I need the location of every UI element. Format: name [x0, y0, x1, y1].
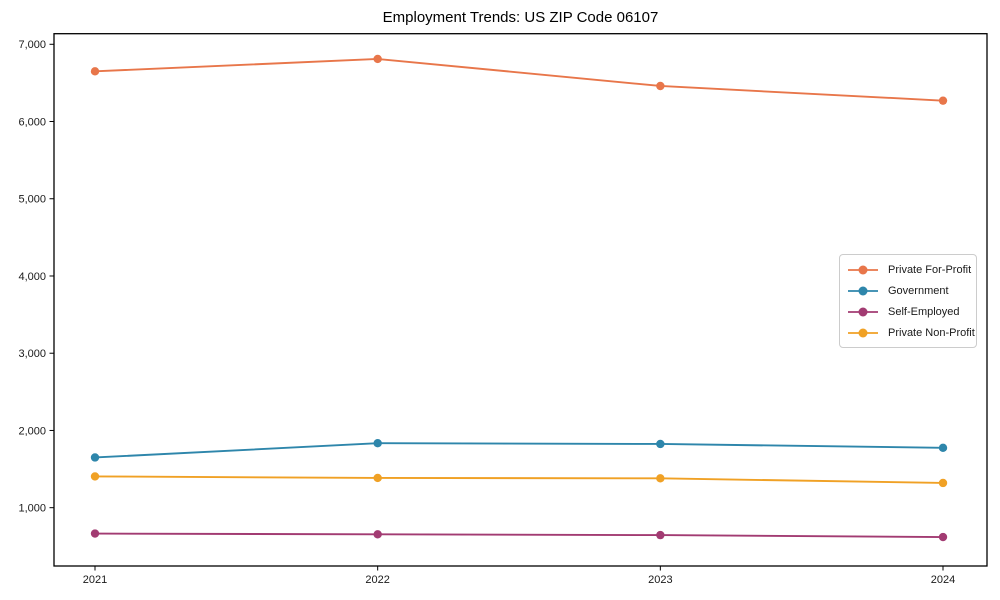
series-line — [94, 58, 944, 102]
data-point-marker — [90, 453, 100, 462]
y-tick-label: 2,000 — [18, 425, 46, 437]
legend-item-private-for-profit: Private For-Profit — [847, 259, 972, 280]
legend-line-marker-icon — [848, 286, 878, 295]
data-point-marker — [90, 472, 100, 481]
series-line — [94, 532, 944, 538]
y-tick-label: 6,000 — [18, 116, 46, 128]
y-tick-label: 7,000 — [18, 39, 46, 51]
data-point-marker — [656, 530, 665, 540]
data-point-marker — [656, 474, 665, 483]
y-tick-label: 1,000 — [18, 502, 46, 514]
legend-line-marker-icon — [848, 307, 878, 316]
legend-label: Self-Employed — [888, 305, 960, 318]
y-tick-label: 5,000 — [18, 194, 46, 206]
series-line — [94, 442, 944, 459]
legend-label: Private Non-Profit — [888, 326, 975, 339]
series-government — [90, 438, 948, 462]
data-point-marker — [938, 478, 948, 488]
data-point-marker — [373, 54, 382, 64]
data-point-marker — [656, 81, 665, 91]
data-point-marker — [90, 67, 100, 76]
data-point-marker — [373, 473, 382, 483]
y-tick-label: 3,000 — [18, 348, 46, 360]
series-private-non-profit — [90, 472, 948, 488]
chart-title: Employment Trends: US ZIP Code 06107 — [382, 9, 659, 26]
legend-label: Private For-Profit — [888, 263, 972, 276]
legend: Private For-Profit Government Self-Emplo… — [839, 254, 977, 348]
axes: 1,000 2,000 3,000 4,000 5,000 6,000 7,000 2021 2… — [18, 39, 955, 586]
data-point-marker — [938, 532, 948, 542]
data-point-marker — [373, 438, 382, 448]
legend-item-private-non-profit: Private Non-Profit — [847, 322, 975, 343]
x-tick-label: 2022 — [365, 574, 389, 586]
x-tick-label: 2024 — [931, 574, 955, 586]
legend-item-self-employed: Self-Employed — [847, 301, 970, 322]
series-private-for-profit — [90, 54, 948, 105]
series-line — [94, 475, 944, 484]
legend-line-marker-icon — [848, 265, 878, 274]
y-tick-label: 4,000 — [18, 271, 46, 283]
data-point-marker — [938, 443, 948, 453]
x-tick-label: 2023 — [648, 574, 672, 586]
legend-line-marker-icon — [848, 328, 878, 337]
data-point-marker — [656, 439, 665, 449]
data-point-marker — [373, 530, 382, 539]
data-point-marker — [90, 529, 100, 538]
data-point-marker — [938, 96, 948, 105]
legend-item-government: Government — [847, 280, 970, 301]
legend-label: Government — [888, 284, 949, 297]
x-tick-label: 2021 — [83, 574, 107, 586]
plot-frame — [53, 33, 988, 567]
series-self-employed — [90, 529, 948, 542]
